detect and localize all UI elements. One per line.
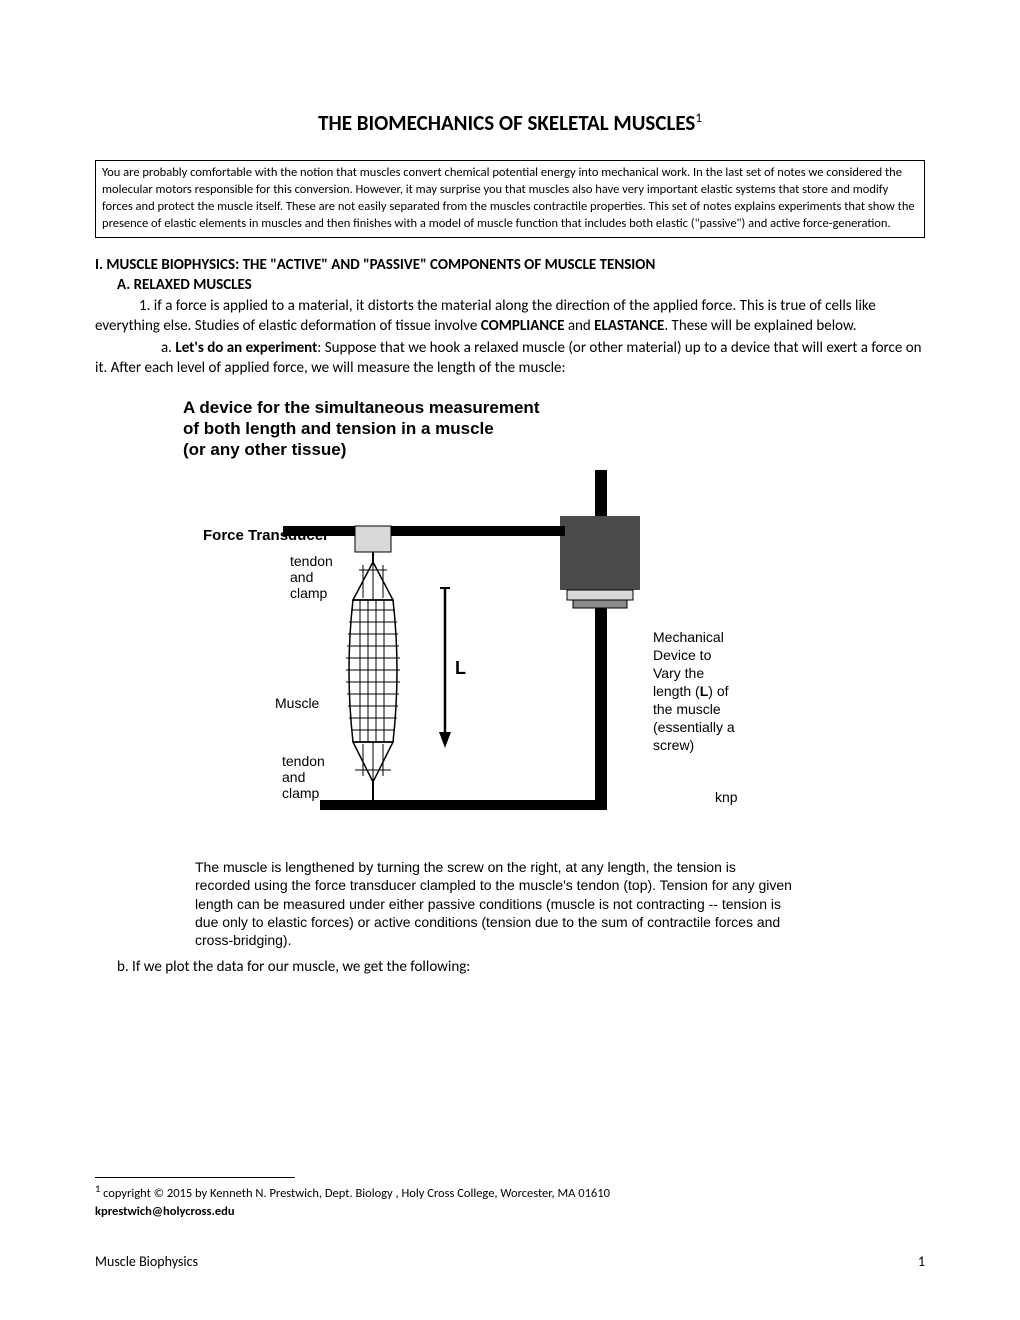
label-tendon-top-1: tendon	[290, 553, 333, 569]
figure-caption: The muscle is lengthened by turning the …	[195, 858, 795, 949]
subsection-heading-a: A. RELAXED MUSCLES	[117, 276, 925, 294]
paragraph-a: a. Let's do an experiment: Suppose that …	[95, 338, 925, 379]
para1-mid: and	[564, 317, 594, 335]
footer-left: Muscle Biophysics	[95, 1253, 198, 1270]
label-tendon-bot-3: clamp	[282, 785, 320, 801]
fig-title-line2: of both length and tension in a muscle	[183, 419, 494, 438]
para-a-bold: Let's do an experiment	[175, 339, 317, 357]
label-mech-3: Vary the	[653, 665, 704, 681]
figure-title: A device for the simultaneous measuremen…	[183, 397, 835, 461]
page-title: THE BIOMECHANICS OF SKELETAL MUSCLES1	[95, 110, 925, 136]
label-mech-4: length (L) of	[653, 683, 729, 699]
label-mech-5: the muscle	[653, 701, 721, 717]
label-muscle: Muscle	[275, 695, 320, 711]
page-footer: Muscle Biophysics 1	[95, 1253, 925, 1270]
label-tendon-bot-2: and	[282, 769, 305, 785]
label-knp: knp	[715, 789, 738, 805]
label-tendon-top-2: and	[290, 569, 313, 585]
label-l: L	[455, 658, 466, 678]
elastance-term: ELASTANCE	[594, 317, 664, 335]
footnote: 1 copyright © 2015 by Kenneth N. Prestwi…	[95, 1182, 925, 1220]
figure-svg: L Force Transducer tendon and clamp Musc…	[155, 470, 815, 850]
label-tendon-top-3: clamp	[290, 585, 328, 601]
label-mech-7: screw)	[653, 737, 694, 753]
title-text: THE BIOMECHANICS OF SKELETAL MUSCLES	[318, 110, 695, 136]
label-mech-6: (essentially a	[653, 719, 735, 735]
compliance-term: COMPLIANCE	[481, 317, 565, 335]
label-mech-1: Mechanical	[653, 629, 724, 645]
label-force-transducer: Force Transducer	[203, 527, 329, 544]
para1-suffix: . These will be explained below.	[664, 317, 856, 335]
figure-area: A device for the simultaneous measuremen…	[155, 397, 835, 950]
footnote-rule	[95, 1177, 295, 1178]
label-tendon-bot-1: tendon	[282, 753, 325, 769]
para-a-prefix: a.	[161, 339, 175, 357]
footnote-email: kprestwich@holycross.edu	[95, 1204, 235, 1219]
footnote-text: copyright © 2015 by Kenneth N. Prestwich…	[100, 1186, 610, 1201]
title-footnote-mark: 1	[695, 111, 702, 126]
label-mech-2: Device to	[653, 647, 712, 663]
paragraph-1: 1. if a force is applied to a material, …	[95, 296, 925, 337]
intro-box: You are probably comfortable with the no…	[95, 160, 925, 238]
fig-title-line1: A device for the simultaneous measuremen…	[183, 398, 539, 417]
paragraph-b: b. If we plot the data for our muscle, w…	[117, 957, 925, 977]
footer-page-number: 1	[918, 1253, 925, 1270]
footnote-block: 1 copyright © 2015 by Kenneth N. Prestwi…	[95, 1177, 925, 1220]
fig-title-line3: (or any other tissue)	[183, 440, 346, 459]
section-heading-1: I. MUSCLE BIOPHYSICS: THE "ACTIVE" AND "…	[95, 256, 925, 274]
page: THE BIOMECHANICS OF SKELETAL MUSCLES1 Yo…	[0, 0, 1020, 1320]
